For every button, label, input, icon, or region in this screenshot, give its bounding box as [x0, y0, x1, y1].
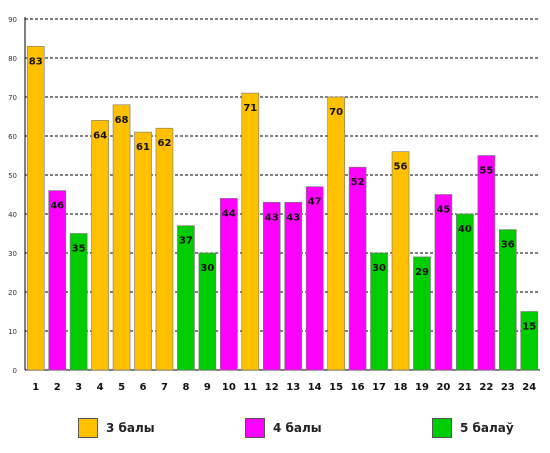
data-label: 70: [329, 107, 343, 118]
data-label: 36: [501, 240, 515, 251]
y-tick-label: 40: [8, 211, 17, 219]
bar: [220, 198, 238, 371]
data-label: 55: [479, 166, 493, 177]
data-label: 43: [265, 212, 279, 223]
legend-item-3: 3 балы: [78, 416, 155, 440]
x-tick-label: 23: [501, 382, 515, 393]
bar: [456, 213, 474, 371]
x-tick-label: 21: [458, 382, 472, 393]
legend-label-4: 4 балы: [273, 421, 322, 435]
y-tick-label: 80: [8, 55, 17, 63]
x-tick-label: 8: [182, 382, 189, 393]
legend-label-3: 3 балы: [106, 421, 155, 435]
bar: [520, 311, 539, 371]
y-tick-label: 0: [13, 367, 17, 375]
bar: [91, 120, 109, 371]
bar: [134, 131, 152, 371]
data-label: 40: [458, 224, 472, 235]
y-tick-label: 30: [8, 250, 17, 258]
legend-swatch-3: [78, 418, 98, 438]
bar: [198, 252, 217, 371]
bar: [48, 190, 66, 371]
bar: [262, 202, 281, 371]
x-tick-label: 15: [329, 382, 343, 393]
x-tick-label: 9: [204, 382, 211, 393]
data-label: 30: [372, 263, 386, 274]
x-tick-label: 6: [140, 382, 147, 393]
legend-item-5: 5 балаў: [432, 416, 514, 440]
x-tick-label: 16: [351, 382, 365, 393]
data-label: 30: [200, 263, 214, 274]
x-tick-label: 24: [522, 382, 536, 393]
x-tick-label: 1: [32, 382, 39, 393]
x-tick-label: 3: [75, 382, 82, 393]
legend-swatch-5: [432, 418, 452, 438]
bar: [477, 155, 496, 371]
data-label: 68: [115, 115, 129, 126]
y-tick-label: 70: [8, 94, 17, 102]
x-tick-label: 14: [308, 382, 322, 393]
data-label: 71: [243, 103, 257, 114]
x-tick-label: 19: [415, 382, 429, 393]
y-tick-label: 90: [8, 16, 17, 24]
data-label: 46: [50, 201, 64, 212]
bar: [413, 256, 431, 371]
x-tick-label: 11: [243, 382, 257, 393]
data-label: 29: [415, 267, 429, 278]
x-tick-label: 17: [372, 382, 386, 393]
x-tick-label: 12: [265, 382, 279, 393]
bar-chart: 0102030405060708090831462353644685616627…: [8, 16, 540, 393]
data-label: 52: [351, 177, 365, 188]
x-tick-label: 2: [54, 382, 61, 393]
x-tick-label: 4: [97, 382, 104, 393]
data-label: 43: [286, 212, 300, 223]
legend-swatch-4: [245, 418, 265, 438]
bar: [177, 225, 195, 371]
x-tick-label: 18: [394, 382, 408, 393]
data-label: 62: [158, 138, 172, 149]
bar: [391, 151, 410, 371]
data-label: 35: [72, 244, 86, 255]
x-tick-label: 5: [118, 382, 125, 393]
legend-item-4: 4 балы: [245, 416, 322, 440]
data-label: 37: [179, 236, 193, 247]
bar: [348, 166, 367, 371]
bar: [69, 233, 88, 371]
y-tick-label: 20: [8, 289, 17, 297]
x-tick-label: 20: [436, 382, 450, 393]
x-tick-label: 10: [222, 382, 236, 393]
bar: [327, 96, 345, 371]
bar: [26, 45, 45, 371]
data-label: 83: [29, 56, 43, 67]
bar: [241, 92, 260, 371]
bar: [112, 104, 131, 371]
data-label: 64: [93, 130, 107, 141]
data-label: 15: [522, 322, 536, 333]
bar: [499, 229, 517, 371]
x-tick-label: 13: [286, 382, 300, 393]
bar: [305, 186, 324, 371]
bar: [284, 202, 303, 371]
y-tick-label: 50: [8, 172, 17, 180]
bar: [434, 194, 453, 371]
x-tick-label: 7: [161, 382, 168, 393]
data-label: 45: [436, 205, 450, 216]
bar: [370, 252, 388, 371]
data-label: 61: [136, 142, 150, 153]
data-label: 56: [394, 162, 408, 173]
legend-label-5: 5 балаў: [460, 421, 514, 435]
x-tick-label: 22: [479, 382, 493, 393]
y-tick-label: 10: [8, 328, 17, 336]
data-label: 47: [308, 197, 322, 208]
y-tick-label: 60: [8, 133, 17, 141]
bar: [155, 127, 174, 371]
data-label: 44: [222, 208, 236, 219]
